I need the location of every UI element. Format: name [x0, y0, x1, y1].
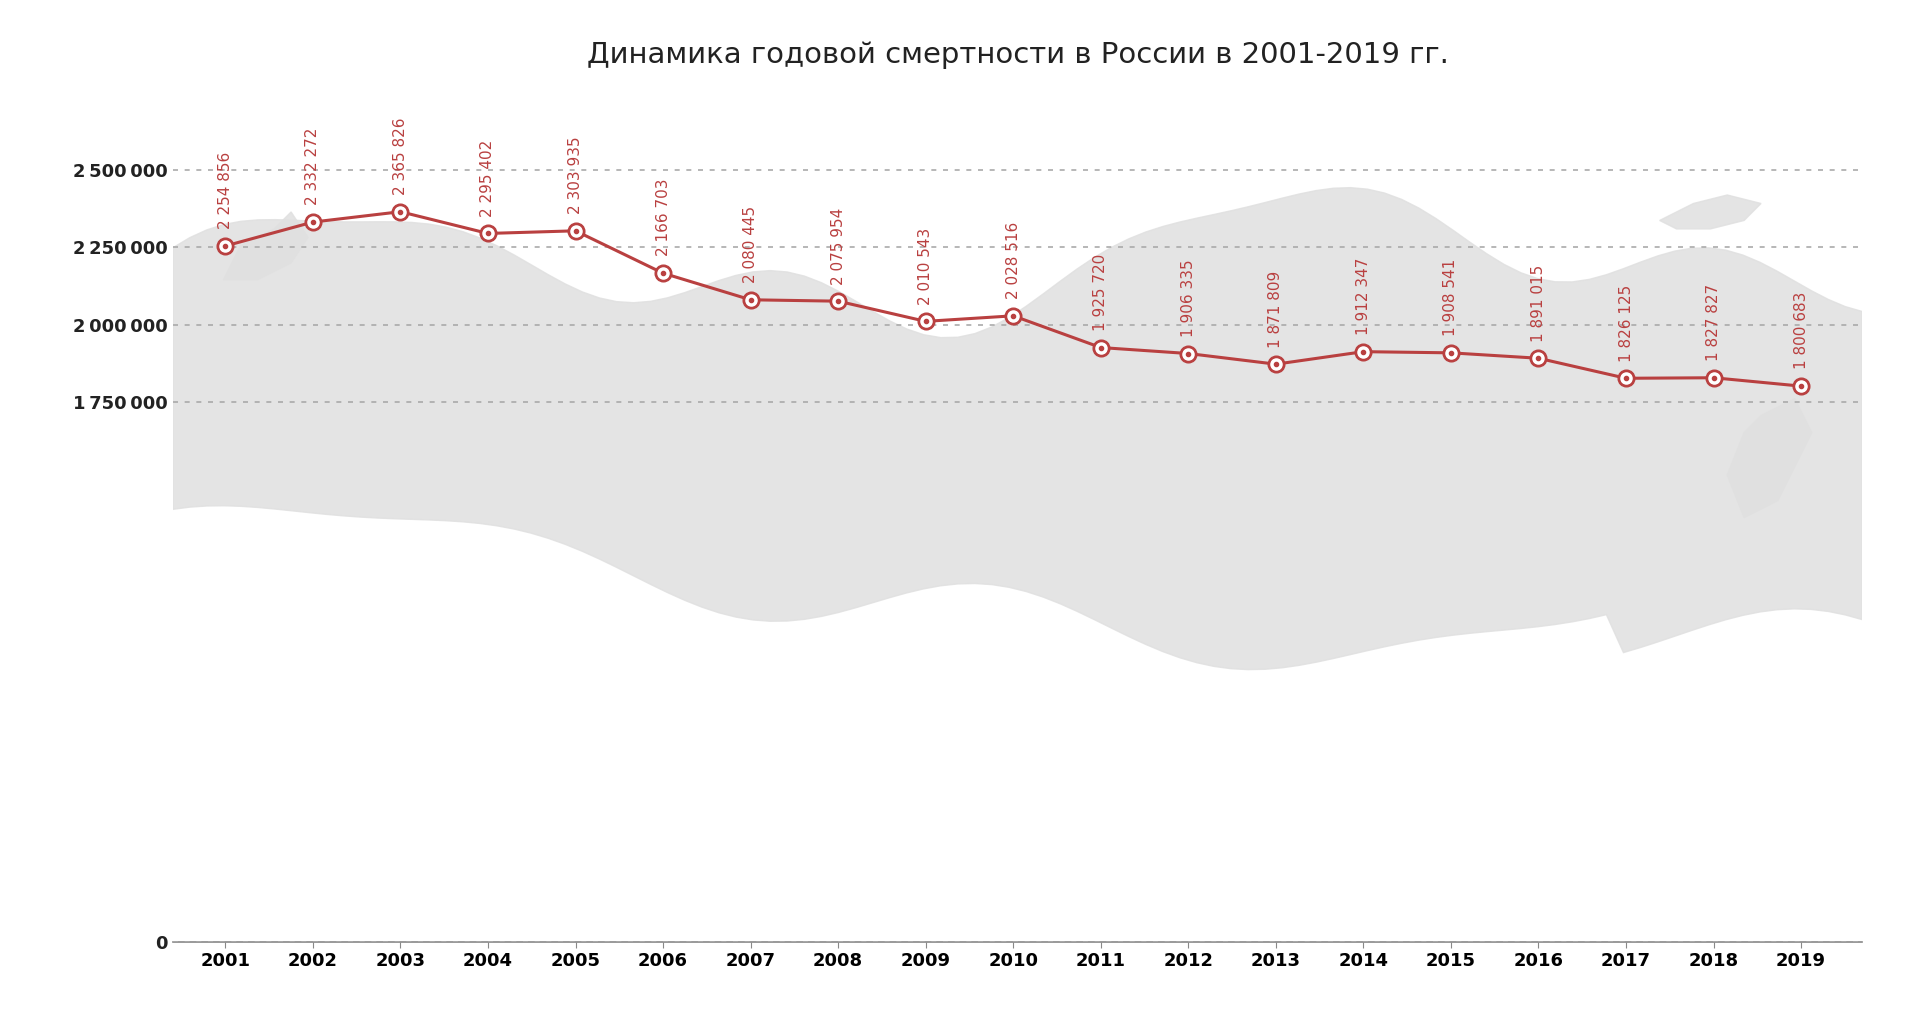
Text: 1 891 015: 1 891 015	[1530, 264, 1546, 342]
Title: Динамика годовой смертности в России в 2001-2019 гг.: Динамика годовой смертности в России в 2…	[588, 40, 1448, 68]
Text: 2 166 703: 2 166 703	[655, 179, 670, 257]
Text: 2 080 445: 2 080 445	[743, 206, 758, 284]
Polygon shape	[1659, 195, 1761, 229]
Text: 1 800 683: 1 800 683	[1793, 292, 1809, 369]
Text: 2 332 272: 2 332 272	[305, 128, 321, 205]
Text: 1 908 541: 1 908 541	[1444, 259, 1459, 336]
Text: 2 365 826: 2 365 826	[394, 118, 407, 195]
Text: 1 912 347: 1 912 347	[1356, 258, 1371, 335]
Text: 1 827 827: 1 827 827	[1707, 284, 1720, 361]
Text: 2 295 402: 2 295 402	[480, 140, 495, 216]
Polygon shape	[1728, 398, 1812, 518]
Text: 1 826 125: 1 826 125	[1619, 285, 1634, 361]
Polygon shape	[173, 187, 1862, 670]
Text: 2 075 954: 2 075 954	[831, 207, 845, 285]
Text: 2 010 543: 2 010 543	[918, 228, 933, 304]
Text: 2 028 516: 2 028 516	[1006, 221, 1021, 299]
Text: 1 871 809: 1 871 809	[1269, 270, 1283, 348]
Text: 1 925 720: 1 925 720	[1092, 254, 1108, 331]
Text: 2 303 935: 2 303 935	[568, 137, 584, 214]
Text: 1 906 335: 1 906 335	[1181, 259, 1196, 336]
Polygon shape	[223, 212, 307, 279]
Text: 2 254 856: 2 254 856	[217, 152, 232, 230]
